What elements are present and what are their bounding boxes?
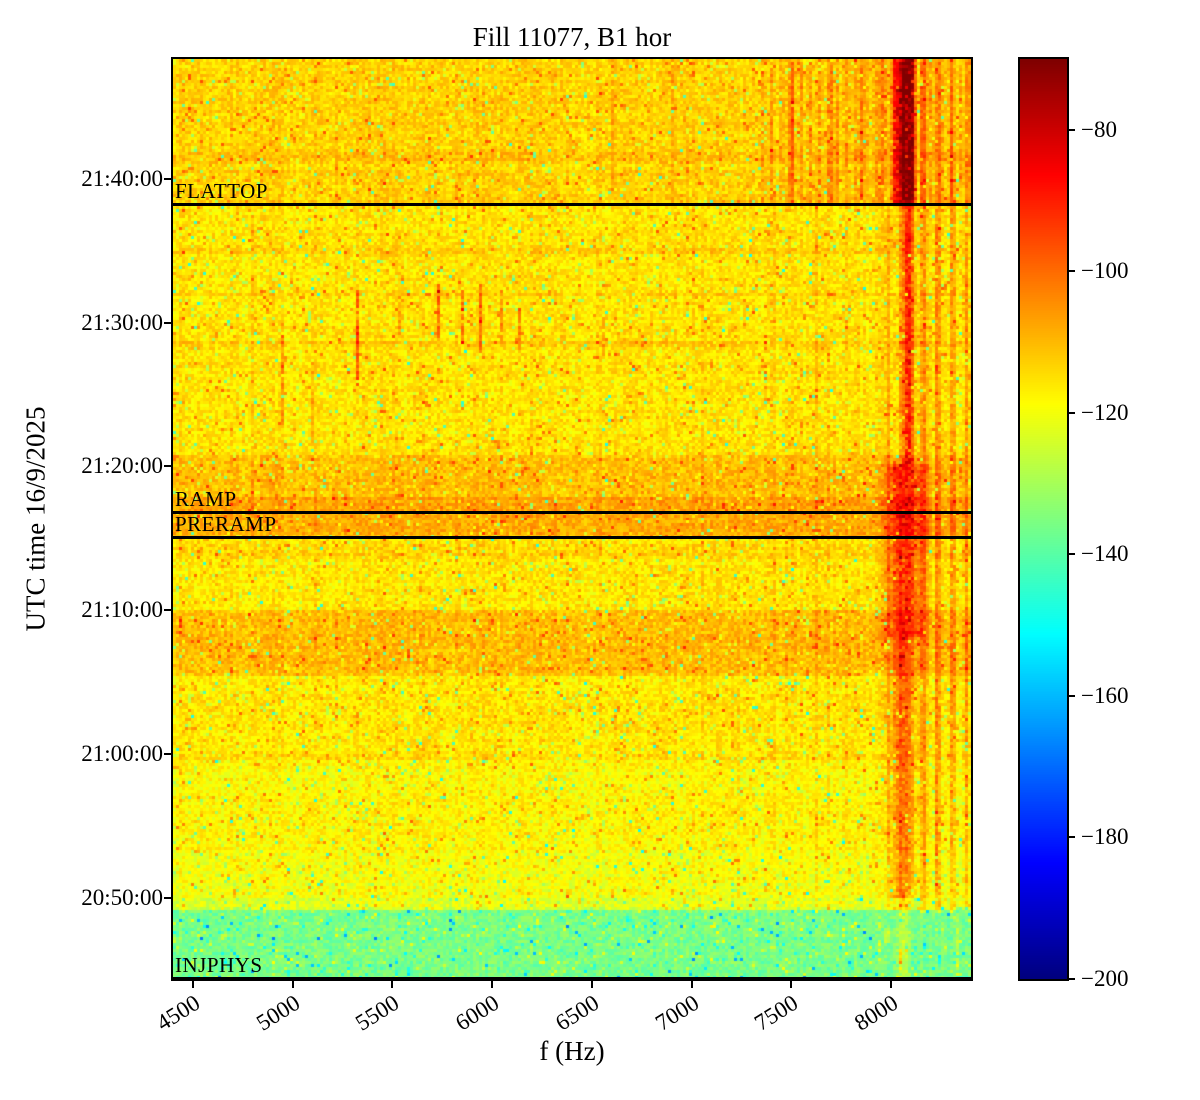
y-tick-mark bbox=[164, 321, 172, 324]
y-tick-mark bbox=[164, 465, 172, 468]
colorbar-tick-label: −180 bbox=[1081, 824, 1129, 850]
colorbar-tick-label: −140 bbox=[1081, 541, 1129, 567]
y-axis-label: UTC time 16/9/2025 bbox=[20, 406, 51, 632]
x-tick-label-text: 6000 bbox=[451, 990, 504, 1036]
x-tick-label-text: 5000 bbox=[251, 990, 304, 1036]
colorbar-tick-mark bbox=[1067, 694, 1075, 697]
y-tick-mark bbox=[164, 177, 172, 180]
colorbar-tick-label: −120 bbox=[1081, 399, 1129, 425]
y-tick-label: 21:20:00 bbox=[81, 453, 163, 479]
x-tick-mark bbox=[890, 980, 893, 988]
colorbar-tick-mark bbox=[1067, 978, 1075, 980]
colorbar-tick-mark bbox=[1067, 553, 1075, 556]
x-tick-label-text: 7500 bbox=[750, 990, 803, 1036]
spectrogram-canvas bbox=[173, 59, 971, 979]
annotation-line-ramp bbox=[173, 511, 971, 514]
annotation-label-flattop: FLATTOP bbox=[175, 178, 268, 203]
colorbar-tick-mark bbox=[1067, 270, 1075, 273]
x-tick-label-text: 8000 bbox=[850, 990, 903, 1036]
x-tick-mark bbox=[690, 980, 693, 988]
x-tick-mark bbox=[291, 980, 294, 988]
y-tick-label: 21:30:00 bbox=[81, 309, 163, 335]
annotation-label-ramp: RAMP bbox=[175, 487, 237, 511]
plot-title: Fill 11077, B1 hor bbox=[472, 22, 672, 52]
y-tick-label: 21:00:00 bbox=[81, 740, 163, 766]
annotation-label-preramp: PRERAMP bbox=[175, 512, 277, 537]
x-tick-label-text: 4500 bbox=[151, 990, 205, 1036]
colorbar-canvas bbox=[1020, 59, 1067, 979]
colorbar-tick-mark bbox=[1067, 128, 1075, 131]
colorbar-tick-label: −100 bbox=[1081, 258, 1129, 284]
y-tick-mark bbox=[164, 752, 172, 755]
x-tick-label-text: 6500 bbox=[550, 990, 604, 1036]
x-tick-mark bbox=[790, 980, 793, 988]
colorbar-tick-label: −160 bbox=[1081, 682, 1129, 708]
spectrogram-plot bbox=[171, 57, 973, 981]
x-tick-mark bbox=[191, 980, 194, 988]
colorbar-tick-label: −200 bbox=[1081, 966, 1129, 991]
x-tick-mark bbox=[391, 980, 394, 988]
colorbar-tick-mark bbox=[1067, 836, 1075, 839]
y-tick-label: 21:10:00 bbox=[81, 597, 163, 623]
x-tick-label-text: 7000 bbox=[650, 990, 703, 1036]
x-tick-mark bbox=[491, 980, 494, 988]
x-tick-label-text: 5500 bbox=[351, 990, 404, 1036]
colorbar-tick-mark bbox=[1067, 411, 1075, 414]
colorbar-tick-label: −80 bbox=[1081, 116, 1117, 142]
colorbar bbox=[1018, 57, 1069, 981]
annotation-line-injphys bbox=[173, 976, 971, 980]
x-tick-mark bbox=[590, 980, 593, 988]
annotation-label-injphys: INJPHYS bbox=[175, 952, 263, 977]
annotation-line-preramp bbox=[173, 536, 971, 540]
annotation-line-flattop bbox=[173, 202, 971, 206]
y-tick-mark bbox=[164, 609, 172, 612]
x-axis-label: f (Hz) bbox=[539, 1036, 605, 1066]
y-tick-mark bbox=[164, 896, 172, 899]
y-tick-label: 20:50:00 bbox=[81, 884, 163, 910]
y-tick-label: 21:40:00 bbox=[81, 165, 163, 191]
